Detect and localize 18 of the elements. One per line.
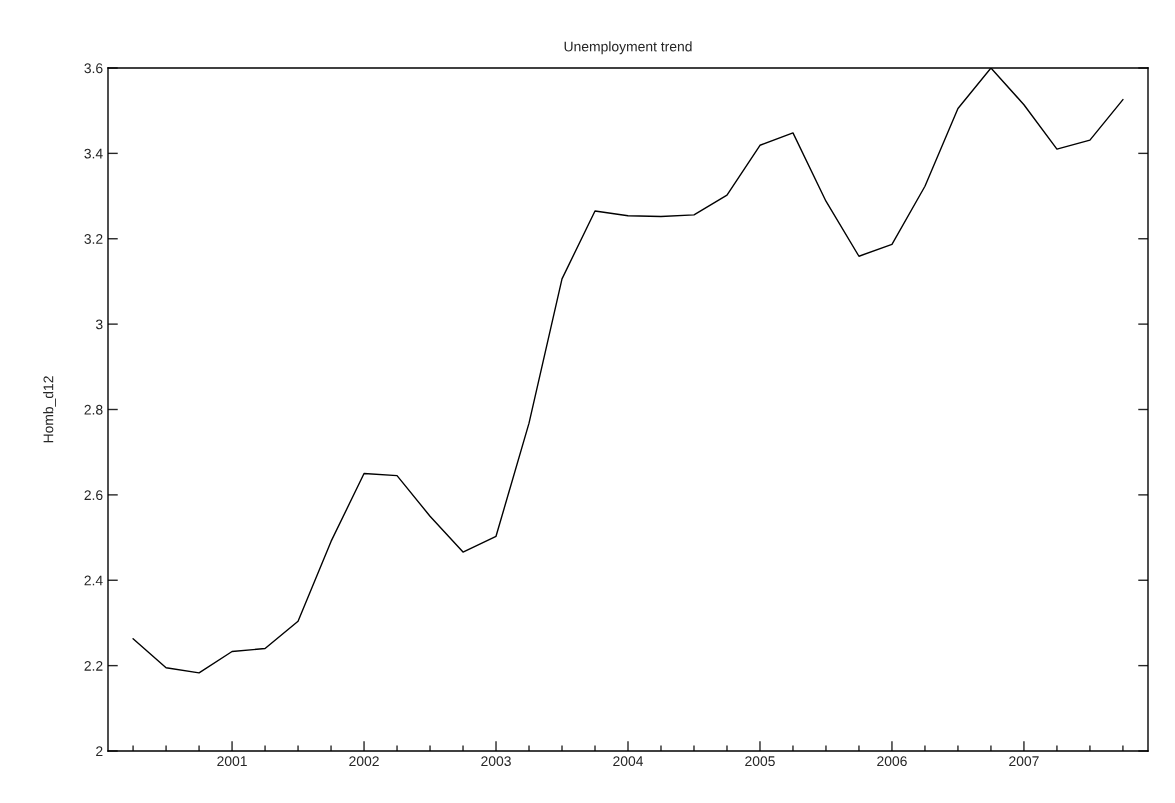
y-tick-label: 2 <box>96 746 103 757</box>
y-tick-label: 3 <box>95 319 103 330</box>
y-tick-label: 3.6 <box>84 63 103 74</box>
y-axis-title: Homb_d12 <box>43 376 56 443</box>
x-tick-label: 2007 <box>1009 756 1039 767</box>
y-tick-label: 2.2 <box>84 660 103 671</box>
x-tick-label: 2003 <box>481 756 511 767</box>
x-tick-label: 2005 <box>745 756 775 767</box>
x-tick-label: 2001 <box>217 756 247 767</box>
x-tick-label: 2006 <box>877 756 907 767</box>
x-tick-label: 2004 <box>613 756 644 767</box>
x-tick-label: 2002 <box>349 756 379 767</box>
y-tick-label: 2.8 <box>84 404 103 415</box>
y-tick-label: 3.2 <box>84 234 103 244</box>
y-tick-label: 2.4 <box>84 575 103 586</box>
y-tick-label: 2.6 <box>84 490 103 501</box>
y-tick-label: 3.4 <box>84 148 103 159</box>
chart-title: Unemployment trend <box>564 41 692 55</box>
